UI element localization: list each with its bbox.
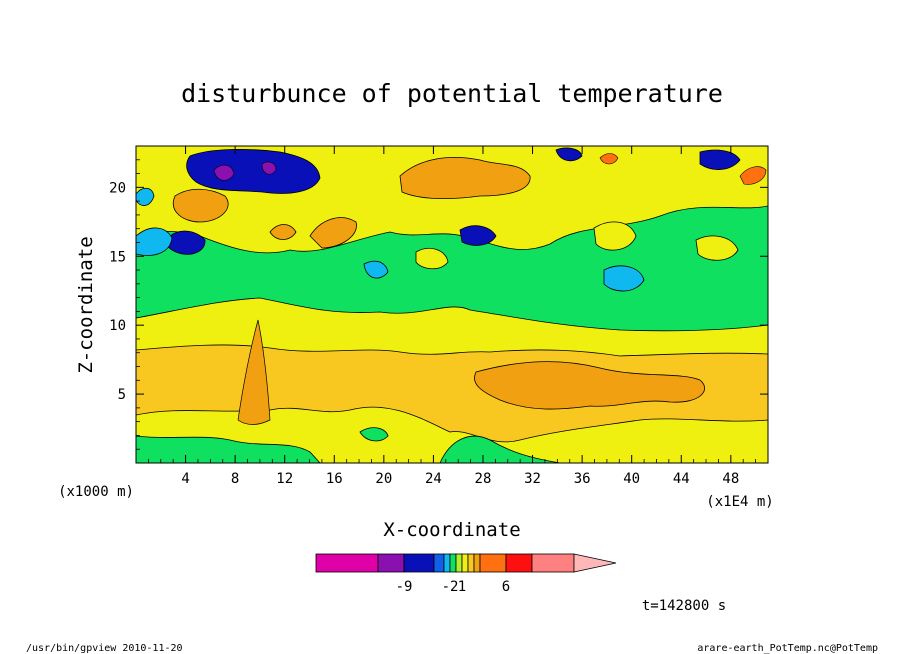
- y-axis-label: Z-coordinate: [75, 236, 97, 373]
- colorbar-swatch: [473, 553, 481, 573]
- field-upper-red: [599, 153, 767, 185]
- footer-left: /usr/bin/gpview 2010-11-20: [26, 643, 183, 654]
- colorbar-extend-arrow: [573, 553, 617, 573]
- y-tick-label: 20: [109, 180, 126, 196]
- field-lower-green-pockets: [136, 427, 561, 463]
- colorbar-swatch: [467, 553, 475, 573]
- x-axis-label: X-coordinate: [383, 519, 520, 541]
- x-axis-unit: (x1E4 m): [706, 494, 773, 510]
- field-orange-core: [474, 361, 705, 410]
- chart-title: disturbunce of potential temperature: [181, 79, 723, 108]
- x-tick-label: 20: [375, 471, 392, 487]
- x-tick-label: 40: [623, 471, 640, 487]
- colorbar-swatch: [377, 553, 405, 573]
- heatmap-field: [136, 146, 768, 463]
- colorbar-swatch: [461, 553, 469, 573]
- colorbar-swatch: [531, 553, 575, 573]
- x-tick-label: 44: [673, 471, 690, 487]
- field-upper-purple: [213, 161, 277, 181]
- colorbar-swatch: [479, 553, 507, 573]
- colorbar-swatch: [403, 553, 435, 573]
- x-tick-label: 32: [524, 471, 541, 487]
- x-tick-label: 24: [425, 471, 442, 487]
- x-tick-label: 8: [231, 471, 239, 487]
- time-label: t=142800 s: [642, 598, 726, 614]
- colorbar-swatch: [443, 553, 451, 573]
- colorbar-swatch: [455, 553, 463, 573]
- colorbar-label: 6: [502, 579, 510, 595]
- x-tick-label: 12: [276, 471, 293, 487]
- y-axis-unit: (x1000 m): [58, 484, 134, 500]
- footer-right: arare-earth_PotTemp.nc@PotTemp: [697, 643, 878, 654]
- colorbar-label: -2: [442, 579, 459, 595]
- x-tick-label: 4: [181, 471, 189, 487]
- colorbar: -9 -2 1 6: [315, 553, 617, 595]
- y-tick-label: 10: [109, 318, 126, 334]
- x-tick-label: 48: [722, 471, 739, 487]
- field-upper-blue: [166, 147, 741, 255]
- colorbar-swatch: [449, 553, 457, 573]
- x-tick-label: 16: [326, 471, 343, 487]
- colorbar-swatch: [315, 553, 379, 573]
- colorbar-swatch: [433, 553, 445, 573]
- colorbar-label: -9: [396, 579, 413, 595]
- x-tick-label: 36: [574, 471, 591, 487]
- field-cyan-pockets: [136, 187, 645, 292]
- field-upper-orange: [173, 157, 531, 249]
- field-mid-yellow-blobs: [415, 221, 739, 270]
- field-light-orange-band: [136, 344, 768, 443]
- x-tick-label: 28: [475, 471, 492, 487]
- field-orange-stripes: [237, 319, 271, 425]
- colorbar-label: 1: [458, 579, 466, 595]
- plot-frame: [135, 145, 769, 464]
- y-tick-label: 5: [118, 387, 126, 403]
- colorbar-swatch: [505, 553, 533, 573]
- y-tick-label: 15: [109, 249, 126, 265]
